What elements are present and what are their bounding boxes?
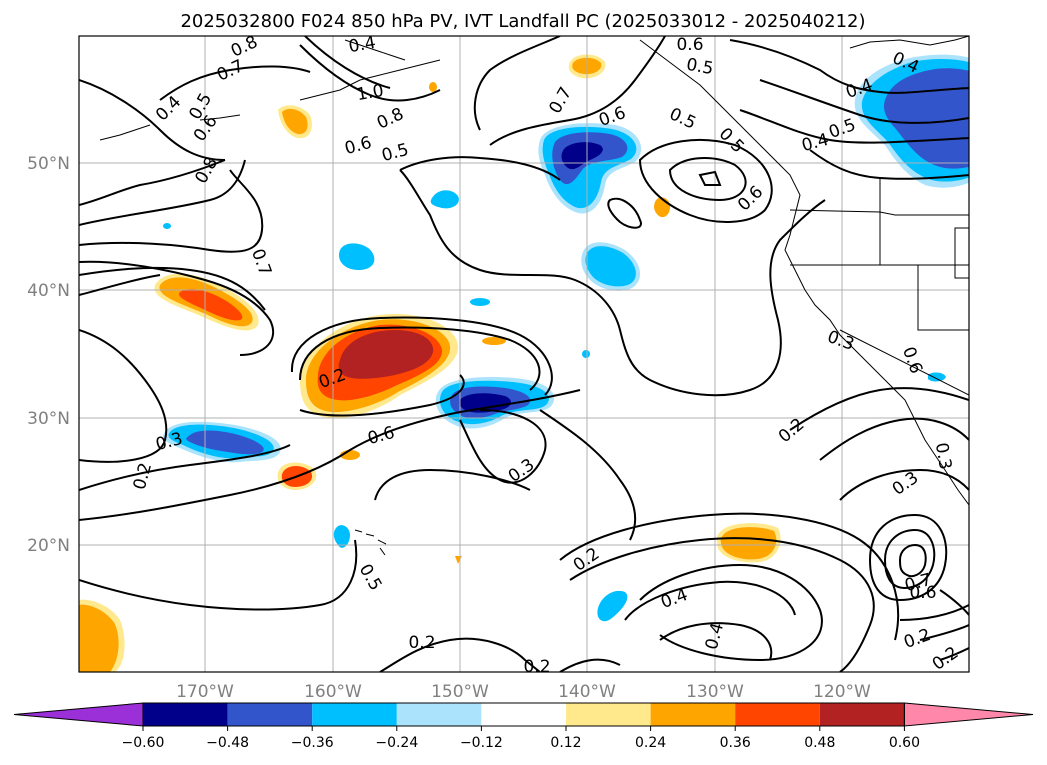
- lat-tick-label: 20°N: [27, 536, 70, 556]
- lat-tick-label: 30°N: [27, 409, 70, 429]
- contour-label: 0.6: [676, 35, 703, 55]
- contour-label: 0.4: [347, 33, 377, 57]
- lon-tick-label: 140°W: [558, 682, 616, 702]
- colorbar-segment: [566, 703, 651, 726]
- contour-label: 0.6: [909, 583, 936, 603]
- colorbar-segment: [819, 703, 905, 726]
- colorbar-outline: [142, 702, 905, 727]
- lon-tick-label: 120°W: [813, 682, 871, 702]
- graticule: [79, 36, 969, 672]
- coastlines: [99, 36, 969, 556]
- contour-label: 1.0: [355, 81, 385, 105]
- lat-tick-labels: 50°N 40°N 30°N 20°N: [27, 154, 70, 556]
- lon-tick-label: 130°W: [686, 682, 744, 702]
- colorbar-extend-low: [13, 702, 144, 727]
- contour-label: 0.2: [408, 633, 435, 653]
- colorbar-tick-label: −0.12: [460, 735, 503, 751]
- colorbar-extend-high: [903, 702, 1034, 727]
- colorbar-tick-label: 0.12: [550, 735, 581, 751]
- colorbar-tick-label: 0.60: [889, 735, 920, 751]
- colorbar-tick-label: −0.48: [206, 735, 249, 751]
- colorbar-segment: [650, 703, 736, 726]
- colorbar-tick-label: −0.36: [291, 735, 334, 751]
- colorbar-segment: [143, 703, 228, 726]
- lat-tick-label: 40°N: [27, 281, 70, 301]
- contour-label: 0.2: [523, 657, 550, 677]
- lat-tick-label: 50°N: [27, 154, 70, 174]
- lon-tick-label: 160°W: [304, 682, 362, 702]
- pv-contours: [79, 36, 969, 672]
- colorbar-segment: [227, 703, 313, 726]
- colorbar-tick-label: 0.36: [720, 735, 751, 751]
- contour-label: 0.5: [685, 55, 715, 79]
- lon-tick-labels: 170°W 160°W 150°W 140°W 130°W 120°W: [176, 682, 871, 702]
- colorbar: −0.60 −0.48 −0.36 −0.24 −0.12 0.12 0.24 0.36 0.4…: [13, 702, 1034, 751]
- colorbar-segment: [481, 703, 566, 726]
- contour-label: 0.3: [931, 441, 955, 471]
- colorbar-tick-label: −0.60: [122, 735, 165, 751]
- colorbar-tick-label: −0.24: [375, 735, 418, 751]
- map-frame: [78, 35, 970, 673]
- colorbar-tick-label: 0.48: [804, 735, 835, 751]
- map-plot-area: [79, 36, 969, 672]
- colorbar-segment: [312, 703, 397, 726]
- colorbar-segment: [396, 703, 482, 726]
- lon-tick-label: 150°W: [431, 682, 489, 702]
- shaded-anomaly-layer: [79, 54, 969, 672]
- figure-title: 2025032800 F024 850 hPa PV, IVT Landfall…: [180, 11, 865, 32]
- colorbar-tick-label: 0.24: [635, 735, 666, 751]
- colorbar-segment: [735, 703, 820, 726]
- lon-tick-label: 170°W: [176, 682, 234, 702]
